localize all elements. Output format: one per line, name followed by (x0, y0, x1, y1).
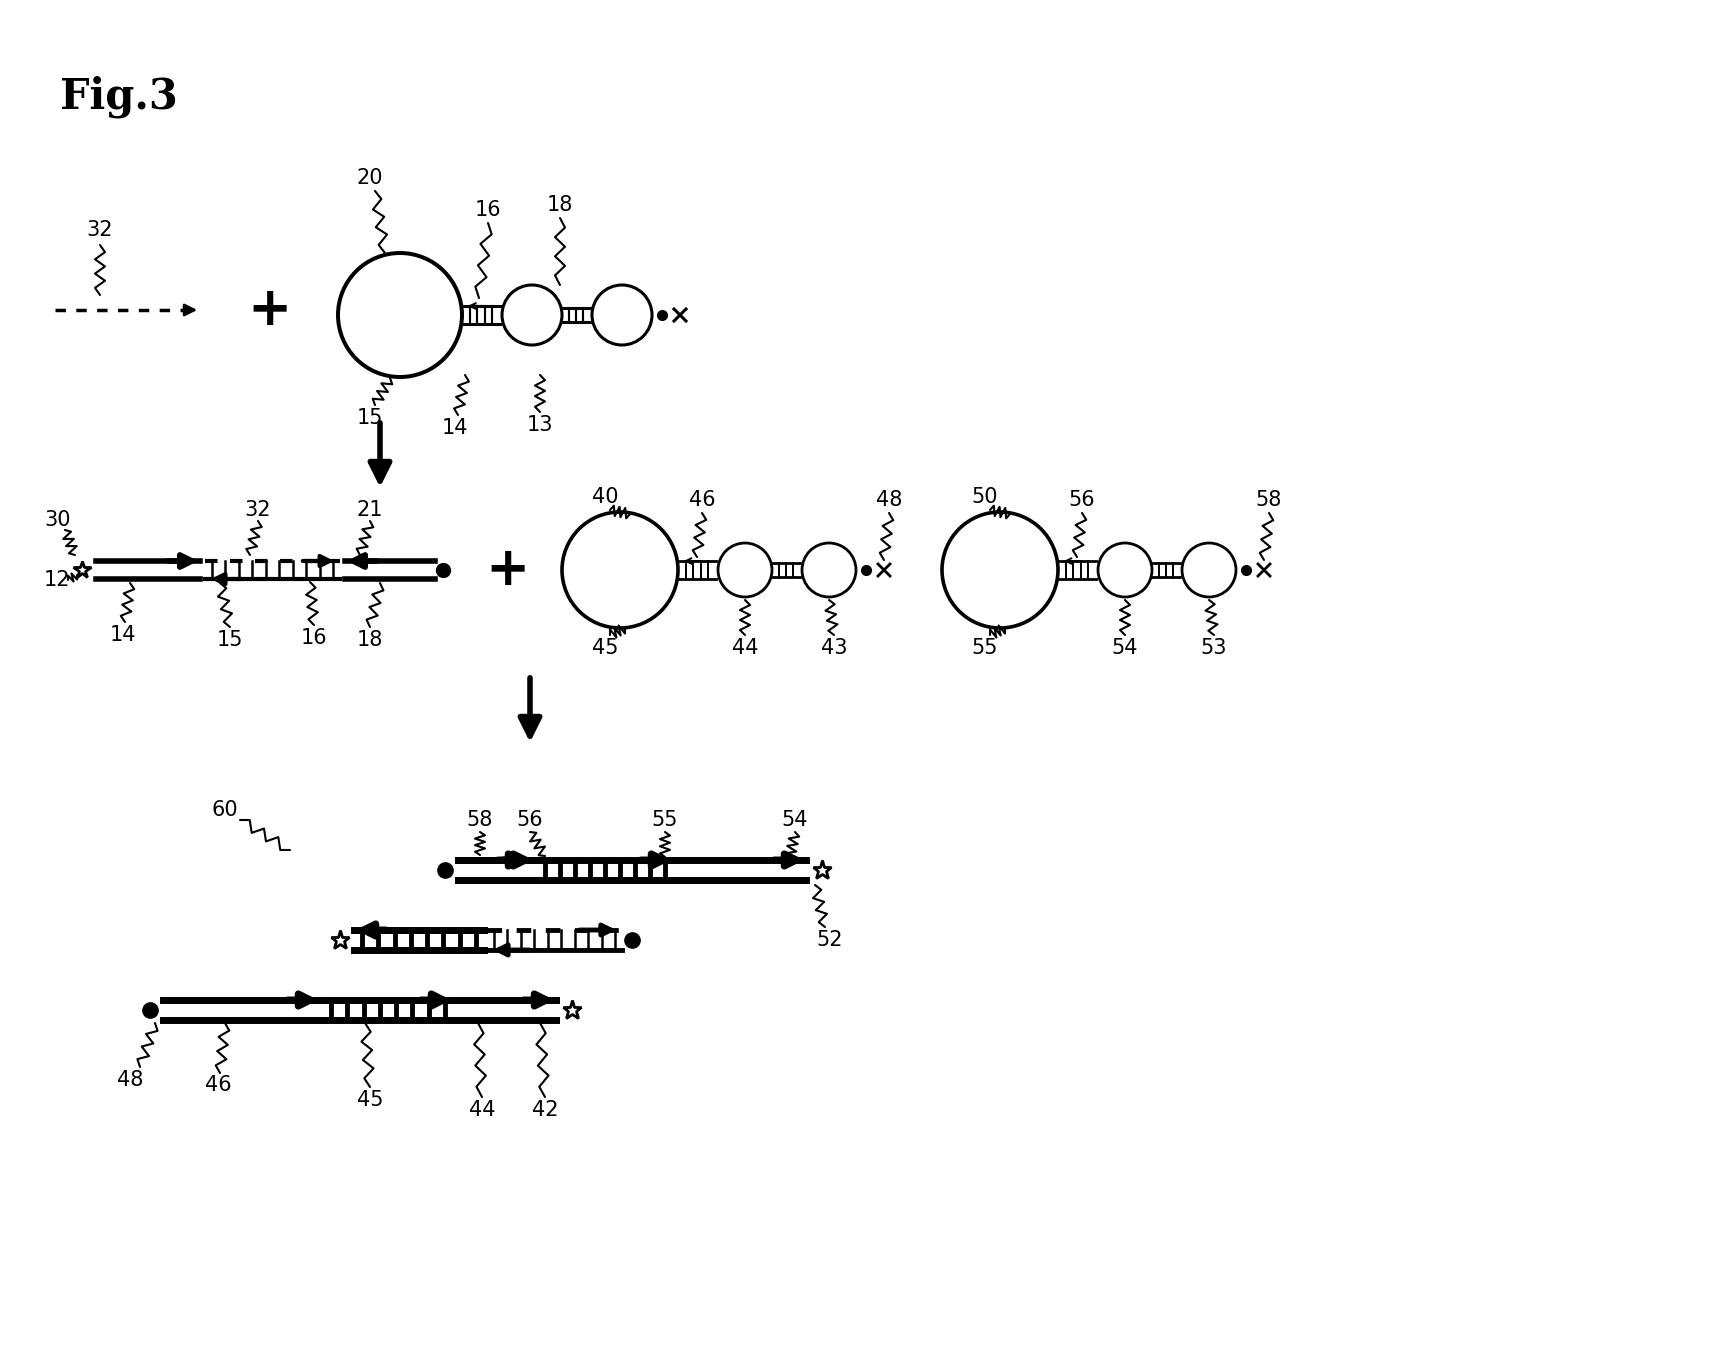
Text: 45: 45 (357, 1089, 383, 1110)
Text: 15: 15 (216, 630, 242, 650)
Text: 50: 50 (972, 487, 998, 508)
Text: 32: 32 (87, 220, 113, 240)
Text: 46: 46 (688, 490, 715, 510)
Text: 30: 30 (45, 510, 71, 530)
Text: 60: 60 (211, 800, 239, 820)
Text: 43: 43 (821, 638, 847, 659)
Text: 54: 54 (1112, 638, 1138, 659)
Text: 20: 20 (357, 167, 383, 188)
Text: 44: 44 (468, 1100, 495, 1120)
Text: 46: 46 (204, 1076, 230, 1095)
Text: 18: 18 (357, 630, 383, 650)
Text: 58: 58 (466, 809, 494, 830)
Text: 55: 55 (972, 638, 998, 659)
Text: 13: 13 (527, 414, 553, 435)
Text: 56: 56 (516, 809, 544, 830)
Text: 14: 14 (442, 418, 468, 438)
Text: 40: 40 (591, 487, 618, 508)
Text: 15: 15 (357, 407, 383, 428)
Text: 18: 18 (547, 195, 573, 215)
Text: 45: 45 (591, 638, 618, 659)
Text: 53: 53 (1200, 638, 1226, 659)
Text: 48: 48 (875, 490, 902, 510)
Text: +: + (485, 545, 530, 595)
Text: +: + (248, 284, 293, 336)
Text: Fig.3: Fig.3 (61, 75, 178, 118)
Text: 16: 16 (475, 200, 501, 220)
Text: 12: 12 (43, 569, 71, 590)
Text: 55: 55 (651, 809, 677, 830)
Text: 44: 44 (731, 638, 759, 659)
Text: 16: 16 (301, 628, 327, 648)
Text: 14: 14 (109, 626, 137, 645)
Text: 42: 42 (532, 1100, 558, 1120)
Text: 32: 32 (244, 499, 272, 520)
Text: 48: 48 (116, 1070, 144, 1089)
Text: 21: 21 (357, 499, 383, 520)
Text: 58: 58 (1256, 490, 1282, 510)
Text: 56: 56 (1069, 490, 1095, 510)
Text: 52: 52 (816, 930, 843, 949)
Text: 54: 54 (781, 809, 807, 830)
